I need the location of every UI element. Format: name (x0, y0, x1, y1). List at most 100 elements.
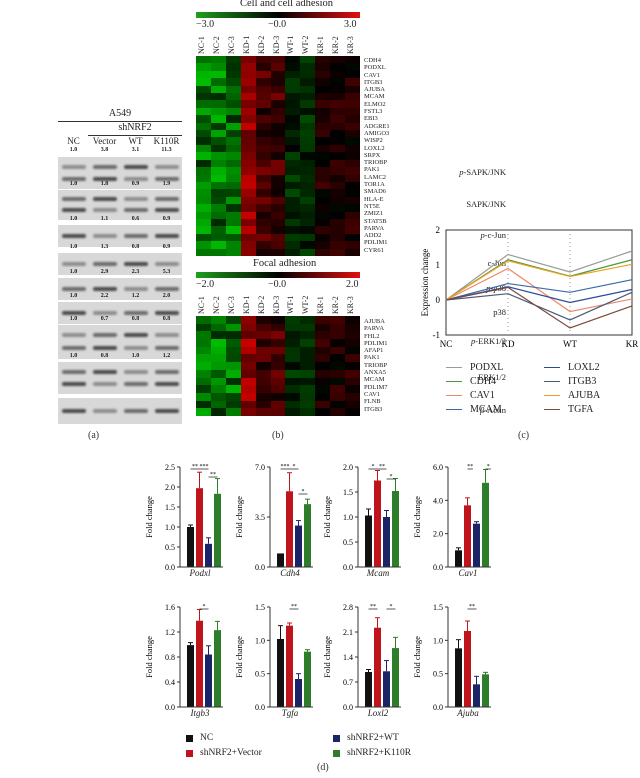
heatmap-cell (225, 189, 241, 197)
y-tick-label: 0.7 (343, 678, 353, 687)
heatmap-cell (225, 152, 241, 160)
heatmap-cell (225, 248, 241, 256)
heatmap-cell (345, 377, 360, 386)
heatmap-cell (345, 385, 360, 393)
heatmap-cell (225, 78, 241, 86)
heatmap-cell (315, 323, 331, 332)
wb-name-8: -Actin (484, 405, 506, 415)
band (62, 369, 86, 374)
heatmap-cell (315, 211, 331, 219)
heatmap-cell (300, 211, 316, 219)
panel-label-a: (a) (88, 430, 100, 441)
heatmap-gene-label: TRIOBP (364, 159, 388, 167)
heatmap-cell (345, 339, 360, 347)
heatmap-cell (240, 377, 256, 386)
heatmap-cell (330, 93, 346, 101)
heatmap-cell (270, 218, 286, 227)
heatmap-cell (330, 392, 346, 401)
heatmap-cell (225, 316, 241, 324)
heatmap-cell (255, 56, 271, 64)
y-axis-label: Fold change (144, 636, 154, 678)
bar-shnrf2-wt (383, 517, 390, 567)
heatmap-cell (330, 100, 346, 108)
heatmap-cell (285, 85, 301, 94)
group-rule (88, 135, 182, 136)
panel-label-d: (d) (317, 762, 329, 773)
y-axis-label: Fold change (144, 496, 154, 538)
heatmap-cell (270, 93, 286, 101)
gene-label-itgb3: Itgb3 (190, 708, 210, 718)
bar-shnrf2-k110r (214, 493, 221, 567)
heatmap-cell (345, 346, 360, 355)
heatmap-cell (196, 78, 211, 86)
heatmap-cell (240, 70, 256, 79)
heatmap-cell (345, 233, 360, 242)
wb-blot-8 (58, 398, 182, 424)
heatmap-gene-label: HLA-E (364, 195, 384, 203)
y-tick-label: 1.5 (343, 488, 353, 497)
wb-quant-value: 2.9 (100, 269, 109, 275)
heatmap-cell (330, 115, 346, 123)
wb-quant-value: 5.3 (162, 269, 171, 275)
heatmap-cell (210, 377, 226, 386)
heatmap-cell (210, 107, 226, 116)
heatmap-cell (315, 241, 331, 249)
heatmap-cell (196, 323, 211, 332)
heatmap-cell (255, 107, 271, 116)
band (62, 381, 86, 386)
heatmap-cell (225, 167, 241, 175)
bar-nc (455, 550, 462, 567)
heatmap-cell (196, 218, 211, 227)
heatmap-cell (255, 241, 271, 249)
gene-label-cav1: Cav1 (458, 568, 478, 578)
bar-legend-item-shnrf2-k110r: shNRF2+K110R (333, 748, 411, 758)
heatmap-cell (345, 248, 360, 256)
heatmap-cell (285, 152, 301, 160)
heatmap-cell (240, 354, 256, 363)
heatmap-cell (210, 174, 226, 182)
heatmap-cell (255, 408, 271, 416)
heatmap-gene-label: ELMO2 (364, 100, 386, 108)
band (93, 234, 117, 238)
heatmap-cell (255, 70, 271, 79)
wb-quant-value: 0.9 (131, 181, 140, 187)
heatmap-cell (285, 159, 301, 168)
band (124, 262, 148, 266)
heatmap-gene-label: PDLIM1 (364, 339, 388, 347)
cell-line-label: A549 (108, 108, 132, 119)
heatmap-cell (225, 196, 241, 205)
heatmap-cell (315, 377, 331, 386)
bar-shnrf2-k110r (482, 674, 489, 707)
heatmap-cell (210, 122, 226, 131)
heatmap-cell (255, 181, 271, 190)
heatmap-cell (315, 159, 331, 168)
heatmap-cell (330, 346, 346, 355)
heatmap-cell (196, 196, 211, 205)
heatmap-cell (330, 400, 346, 409)
wb-blot-6 (58, 325, 182, 359)
heatmap-cell (255, 174, 271, 182)
heatmap-cell (300, 93, 316, 101)
legend-label: shNRF2+Vector (200, 748, 262, 758)
wb-row-label-6: p-ERK1/2 (471, 336, 506, 346)
heatmap-cell (210, 130, 226, 138)
heatmap-cell (255, 316, 271, 324)
wb-quant-value: 1.0 (69, 316, 78, 322)
heatmap-cell (240, 115, 256, 123)
heatmap-cell (345, 400, 360, 409)
heatmap-cell (285, 70, 301, 79)
legend-label: LOXL2 (568, 362, 600, 373)
heatmap-gene-label: TRIOBP (364, 361, 388, 369)
heatmap-cell (285, 130, 301, 138)
heatmap-cell (345, 137, 360, 145)
heatmap-column-label: KD-1 (241, 295, 251, 314)
wb-prefix-0: p (459, 167, 464, 177)
heatmap2-title: Focal adhesion (253, 258, 317, 269)
heatmap1-gene-list: CDH4 PODXL CAV1 ITGB3 AJUBA MCAM ELMO2 FSTL3 EBI… (364, 57, 390, 254)
legend-swatch (446, 408, 462, 411)
heatmap-cell (196, 56, 211, 64)
heatmap-cell (315, 137, 331, 145)
legend-swatch (544, 394, 560, 397)
heatmap-cell (285, 346, 301, 355)
band (93, 311, 117, 315)
